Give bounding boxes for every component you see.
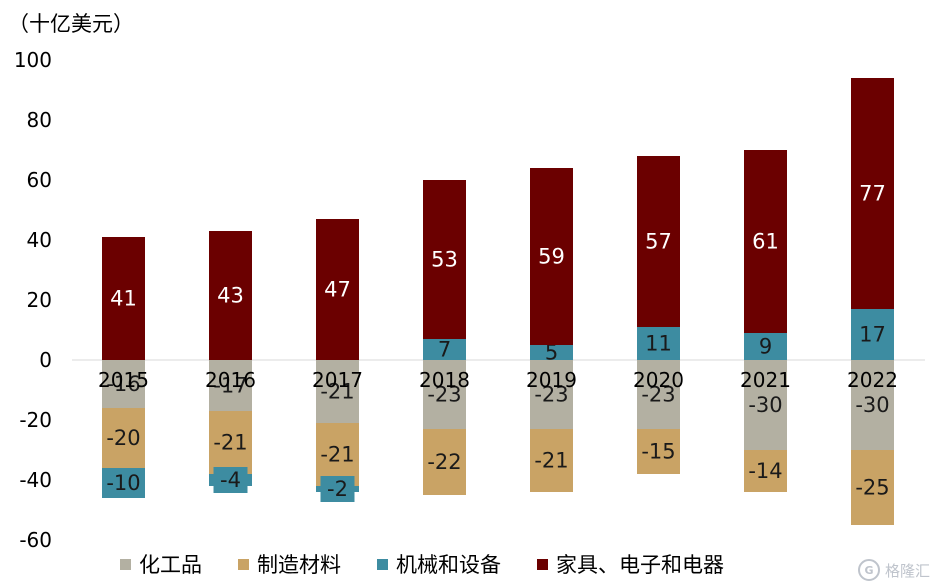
data-label: 47 <box>324 278 351 302</box>
data-label: -25 <box>855 476 889 500</box>
bar-segment <box>744 360 787 450</box>
data-label: -21 <box>213 431 247 455</box>
legend-swatch-materials <box>238 558 249 570</box>
y-tick-label: 20 <box>27 288 52 312</box>
data-label: -22 <box>427 450 461 474</box>
bar-segment <box>530 429 573 492</box>
data-label: -23 <box>641 383 675 407</box>
x-category-label: 2020 <box>633 368 684 392</box>
chart-legend: 化工品 制造材料 机械和设备 家具、电子和电器 <box>120 548 760 580</box>
legend-item-materials: 制造材料 <box>238 549 341 579</box>
data-label: -17 <box>213 374 247 398</box>
y-tick-label: 40 <box>27 228 52 252</box>
bar-segment <box>423 429 466 495</box>
bar-segment <box>423 180 466 339</box>
legend-item-furniture-electronics: 家具、电子和电器 <box>537 549 724 579</box>
data-label: 53 <box>431 248 458 272</box>
x-category-label: 2021 <box>740 368 791 392</box>
legend-item-chemicals: 化工品 <box>120 549 202 579</box>
bar-segment <box>530 345 573 360</box>
data-label: 11 <box>645 332 672 356</box>
legend-item-machinery: 机械和设备 <box>377 549 501 579</box>
bar-segment <box>851 360 894 450</box>
data-label: 5 <box>545 341 558 365</box>
legend-label-furniture-electronics: 家具、电子和电器 <box>556 553 724 577</box>
bar-segment <box>637 360 680 429</box>
bar-segment <box>530 360 573 429</box>
legend-label-chemicals: 化工品 <box>139 553 202 577</box>
bar-segment <box>102 360 145 408</box>
bar-segment <box>209 411 252 474</box>
y-tick-label: -20 <box>19 408 52 432</box>
watermark: G 格隆汇 <box>857 559 930 581</box>
bar-segment <box>637 429 680 474</box>
x-category-label: 2015 <box>98 368 149 392</box>
y-tick-label: 60 <box>27 168 52 192</box>
bar-segment <box>744 150 787 333</box>
legend-label-materials: 制造材料 <box>257 553 341 577</box>
data-label-background <box>320 476 355 502</box>
data-label: 77 <box>859 182 886 206</box>
bar-segment <box>637 327 680 360</box>
y-tick-label: -60 <box>19 528 52 552</box>
legend-label-machinery: 机械和设备 <box>396 553 501 577</box>
data-label: -15 <box>641 440 675 464</box>
bar-segment <box>209 360 252 411</box>
data-label: -30 <box>748 393 782 417</box>
data-label: 61 <box>752 230 779 254</box>
data-label: -21 <box>534 449 568 473</box>
data-label: -10 <box>106 471 140 495</box>
y-tick-label: 80 <box>27 108 52 132</box>
bar-segment <box>316 219 359 360</box>
data-label: 9 <box>759 335 772 359</box>
data-label: 7 <box>438 338 451 362</box>
bar-segment <box>744 333 787 360</box>
data-label: -23 <box>427 383 461 407</box>
data-label: -20 <box>106 426 140 450</box>
bar-segment <box>316 423 359 486</box>
bar-segment <box>102 237 145 360</box>
data-label: 17 <box>859 323 886 347</box>
data-label: -30 <box>855 393 889 417</box>
x-category-label: 2019 <box>526 368 577 392</box>
x-category-label: 2017 <box>312 368 363 392</box>
bar-segment <box>316 360 359 423</box>
data-label: 43 <box>217 284 244 308</box>
bar-segment <box>423 339 466 360</box>
data-label: -23 <box>534 383 568 407</box>
bar-segment <box>209 231 252 360</box>
bar-segment <box>851 309 894 360</box>
bar-segment <box>530 168 573 345</box>
data-label: -14 <box>748 459 782 483</box>
data-label: 59 <box>538 245 565 269</box>
data-label: -21 <box>320 380 354 404</box>
data-label: -21 <box>320 443 354 467</box>
bar-segment <box>744 450 787 492</box>
bar-segment <box>851 450 894 525</box>
legend-swatch-machinery <box>377 558 388 570</box>
y-tick-label: 100 <box>14 48 52 72</box>
y-axis-unit-label: （十亿美元） <box>8 12 134 36</box>
bar-segment <box>102 408 145 468</box>
data-label: -16 <box>106 372 140 396</box>
watermark-logo-icon: G <box>857 559 880 581</box>
bar-segment <box>423 360 466 429</box>
watermark-text: 格隆汇 <box>884 561 930 580</box>
bar-segment <box>851 78 894 309</box>
y-tick-label: -40 <box>19 468 52 492</box>
data-label-background <box>213 467 248 493</box>
bar-segment <box>637 156 680 327</box>
legend-swatch-furniture-electronics <box>537 558 548 570</box>
data-label: -4 <box>220 468 241 492</box>
x-category-label: 2022 <box>847 368 898 392</box>
bar-segment <box>102 468 145 498</box>
x-category-label: 2018 <box>419 368 470 392</box>
legend-swatch-chemicals <box>120 558 131 570</box>
data-label: -2 <box>327 477 348 501</box>
data-label: 57 <box>645 230 672 254</box>
y-tick-label: 0 <box>39 348 52 372</box>
data-label: 41 <box>110 287 137 311</box>
x-category-label: 2016 <box>205 368 256 392</box>
